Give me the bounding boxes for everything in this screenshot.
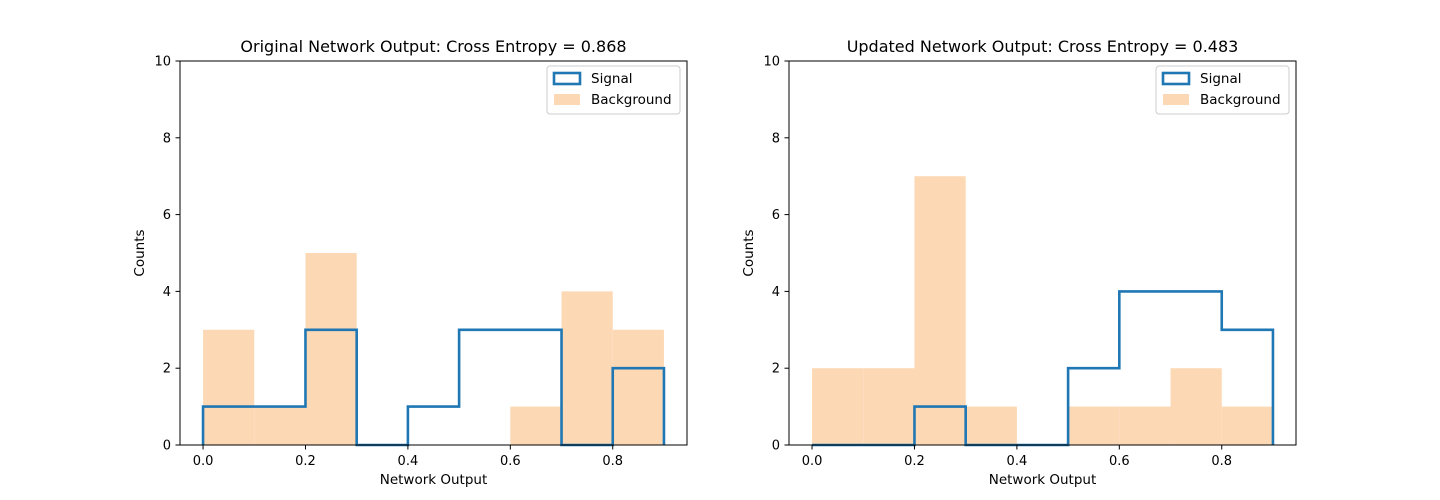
x-axis-label: Network Output [989,472,1097,488]
background-bar [863,368,915,445]
axes-frame [788,60,1297,446]
y-tick-label: 8 [163,131,171,146]
x-axis-label: Network Output [380,472,488,488]
y-tick-label: 4 [163,285,171,300]
y-tick-label: 4 [772,285,780,300]
background-bar [1068,406,1120,445]
y-tick-label: 6 [772,208,780,223]
y-tick-label: 2 [163,362,171,377]
background-bar [1119,406,1171,445]
background-bar [305,253,357,445]
chart-panel-2: 0.0 0.2 0.4 0.6 0.8 0 2 4 6 8 10 Updated Network Ou… [741,37,1297,488]
x-tick-label: 0.8 [1211,454,1232,469]
legend-label-signal: Signal [1200,71,1241,87]
background-bar [254,406,306,445]
legend-swatch-signal [552,71,582,86]
background-bars [812,176,1273,445]
x-tick-label: 0.8 [602,454,623,469]
background-bars [203,253,664,445]
legend-swatch-signal [1161,71,1191,86]
legend: Signal Background [1155,65,1290,115]
signal-step-line [201,328,666,447]
x-tick-label: 0.0 [802,454,823,469]
chart-title: Original Network Output: Cross Entropy =… [240,37,626,56]
axes-frame [179,60,688,446]
background-bar [203,329,255,445]
background-bar [1170,368,1222,445]
background-bar [965,406,1017,445]
legend-label-signal: Signal [591,71,632,87]
x-tick-label: 0.4 [398,454,419,469]
y-axis-label: Counts [741,229,757,276]
x-tick-label: 0.4 [1007,454,1028,469]
background-bar [1221,406,1273,445]
x-tick-label: 0.2 [295,454,316,469]
y-tick-label: 0 [163,439,171,454]
y-tick-label: 0 [772,439,780,454]
y-tick-label: 8 [772,131,780,146]
y-tick-label: 10 [154,55,171,70]
y-tick-label: 2 [772,362,780,377]
background-bar [561,291,613,445]
legend-swatch-background [1163,94,1189,105]
x-tick-label: 0.2 [904,454,925,469]
x-tick-label: 0.6 [500,454,521,469]
signal-step-line [812,290,1275,447]
legend-swatch-background [554,94,580,105]
chart-panel-1: 0.0 0.2 0.4 0.6 0.8 0 2 4 6 8 10 Original Network O… [132,37,688,488]
legend-label-background: Background [1200,92,1281,108]
x-tick-label: 0.0 [193,454,214,469]
background-bar [510,406,562,445]
y-axis-label: Counts [132,229,148,276]
background-bar [914,176,966,445]
background-bar [612,329,664,445]
background-bar [812,368,864,445]
chart-title: Updated Network Output: Cross Entropy = … [847,37,1239,56]
y-tick-label: 10 [763,55,780,70]
legend-label-background: Background [591,92,672,108]
y-tick-label: 6 [163,208,171,223]
legend: Signal Background [546,65,681,115]
x-tick-label: 0.6 [1109,454,1130,469]
